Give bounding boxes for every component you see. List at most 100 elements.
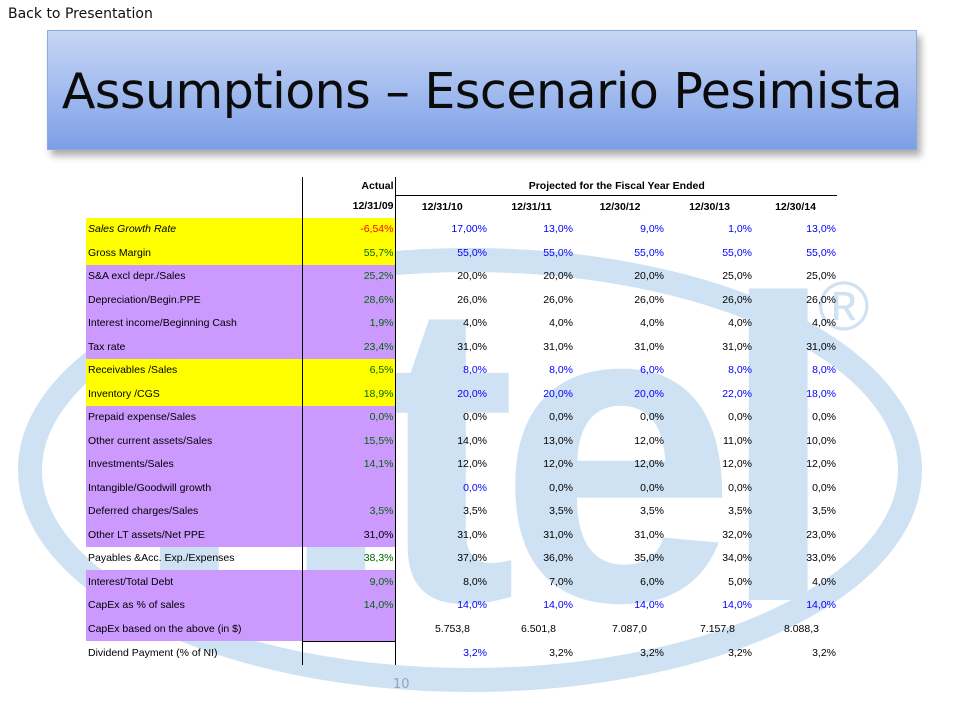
projected-cell: 7.157,8 [699,623,735,635]
row-label: Interest income/Beginning Cash [86,311,302,335]
table-row: Gross Margin 55,7% 55,0% 55,0% 55,0% 55,0% 55,… [86,241,837,265]
projected-cell: 7,0% [549,575,573,588]
projected-cell: 23,0% [806,528,836,541]
row-label: Intangible/Goodwill growth [86,476,302,500]
projected-cell: 31,0% [543,340,573,353]
projected-cell: 20,0% [457,387,487,400]
projected-cell: 4,0% [640,317,664,330]
row-label: Receivables /Sales [86,358,302,382]
projected-cell: 3,5% [549,505,573,518]
projected-cell: 55,0% [457,246,487,259]
actual-cell: 3,5% [301,499,396,523]
date-header-actual: 12/31/09 [301,195,396,218]
projected-cell: 14,0% [722,599,752,612]
projected-cell: 8,0% [463,575,487,588]
projected-cell: 6,0% [640,364,664,377]
projected-cell: 55,0% [806,246,836,259]
projected-cell: 0,0% [463,411,487,424]
projected-cell: 25,0% [722,270,752,283]
projected-cell: 14,0% [457,434,487,447]
date-header: 12/31/11 [511,200,552,213]
title-banner: Assumptions – Escenario Pesimista [47,30,917,150]
table-row: S&A excl depr./Sales 25,2% 20,0% 20,0% 20,0%… [86,264,837,288]
slide-title: Assumptions – Escenario Pesimista [61,63,903,120]
projected-header: Projected for the Fiscal Year Ended [395,177,837,196]
actual-cell: 31,0% [301,523,396,547]
actual-cell [301,617,396,642]
logo-swoosh-ring [18,248,922,692]
row-label: Tax rate [86,335,302,359]
projected-cell: 8,0% [463,364,487,377]
logo-registered-mark: ® [818,267,870,345]
projected-cell: 3,5% [728,505,752,518]
table-row: Interest/Total Debt 9,0% 8,0% 7,0% 6,0% 5,0% 4… [86,570,837,594]
row-label: Other LT assets/Net PPE [86,523,302,547]
projected-cell: 7.087,0 [611,623,647,635]
projected-cell: 10,0% [806,434,836,447]
projected-cell: 20,0% [634,270,664,283]
projected-cell: 13,0% [543,434,573,447]
projected-cell: 11,0% [723,434,752,447]
projected-cell: 55,0% [722,246,752,259]
row-label: Dividend Payment (% of NI) [88,647,218,659]
table-row: Other LT assets/Net PPE 31,0% 31,0% 31,0% 31… [86,523,837,547]
projected-cell: 31,0% [543,528,573,541]
projected-cell: 31,0% [457,340,487,353]
projected-cell: 8,0% [812,364,836,377]
label-header-blank [86,177,302,195]
projected-cell: 3,2% [640,647,664,659]
projected-cell: 5,0% [728,575,752,588]
table-row: Interest income/Beginning Cash 1,9% 4,0% 4,… [86,311,837,335]
projected-cell: 26,0% [457,293,487,306]
projected-cell: 14,0% [806,599,836,612]
projected-cell: 31,0% [722,340,752,353]
table-row: Depreciation/Begin.PPE 28,6% 26,0% 26,0% 26,… [86,288,837,312]
date-header: 12/30/14 [775,200,816,213]
back-to-presentation-link[interactable]: Back to Presentation [8,6,153,22]
projected-cell: 12,0% [457,458,487,471]
row-label: Gross Margin [86,241,302,265]
projected-cell: 1,0% [728,223,752,236]
actual-cell [301,476,396,500]
projected-cell: 8,0% [549,364,573,377]
actual-cell: -6,54% [301,217,396,241]
projected-cell: 0,0% [728,411,752,424]
actual-cell: 14,1% [301,452,396,476]
projected-cell: 3,5% [812,505,836,518]
projected-cell: 32,0% [722,528,752,541]
projected-cell: 26,0% [806,293,836,306]
actual-cell [301,641,396,665]
projected-cell: 3,2% [463,647,487,659]
row-label: S&A excl depr./Sales [86,264,302,288]
projected-cell: 3,5% [463,505,487,518]
actual-header: Actual [301,177,396,195]
projected-cell: 3,2% [812,647,836,659]
projected-cell: 14,0% [457,599,487,612]
table-row: Receivables /Sales 6,5% 8,0% 8,0% 6,0% 8,0% 8,… [86,358,837,382]
projected-cell: 20,0% [634,387,664,400]
projected-cell: 0,0% [549,481,573,494]
actual-cell: 38,3% [301,546,396,570]
actual-cell: 6,5% [301,358,396,382]
actual-cell: 0,0% [301,405,396,429]
table-row: Tax rate 23,4% 31,0% 31,0% 31,0% 31,0% 31,0% [86,335,837,359]
projected-cell: 14,0% [634,599,664,612]
projected-cell: 12,0% [634,458,664,471]
projected-cell: 0,0% [812,411,836,424]
actual-cell: 23,4% [301,335,396,359]
row-label: Prepaid expense/Sales [86,405,302,429]
row-label: Payables &Acc. Exp./Expenses [88,552,235,565]
projected-cell: 8,0% [728,364,752,377]
table-row: Payables &Acc. Exp./Expenses 38,3% 37,0% 36… [86,546,837,570]
projected-cell: 55,0% [634,246,664,259]
actual-cell: 1,9% [301,311,396,335]
projected-cell: 12,0% [806,458,836,471]
projected-cell: 4,0% [549,317,573,330]
table-row: Prepaid expense/Sales 0,0% 0,0% 0,0% 0,0% 0,0… [86,405,837,429]
table-row: CapEx based on the above (in $) 5.753,8 6.… [86,617,837,642]
projected-cell: 5.753,8 [434,623,470,635]
row-label: Other current assets/Sales [86,429,302,453]
projected-cell: 31,0% [634,528,664,541]
projected-cell: 0,0% [640,411,664,424]
projected-cell: 31,0% [457,528,487,541]
